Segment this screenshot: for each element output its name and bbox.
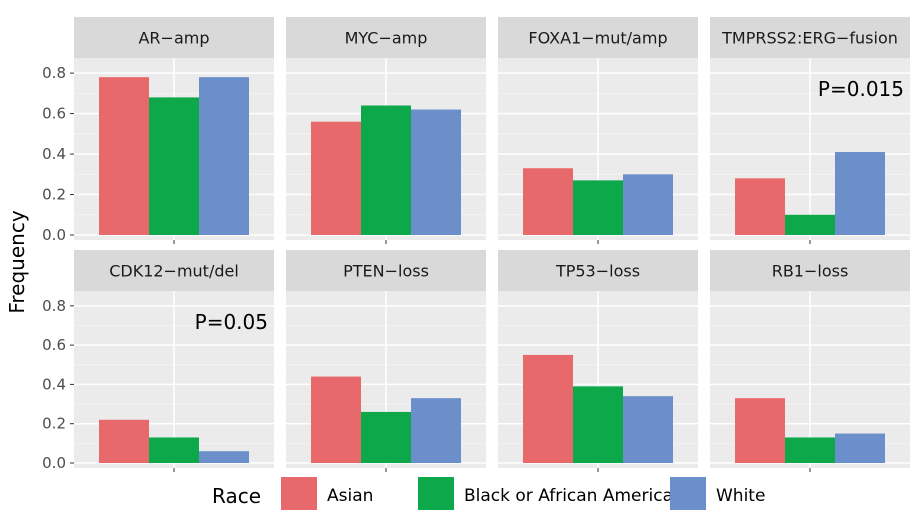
y-tick-label: 0.4 (42, 375, 66, 393)
panel-title: TMPRSS2:ERG−fusion (721, 29, 898, 48)
bar (523, 168, 573, 235)
bar (523, 354, 573, 463)
bar (411, 109, 461, 235)
bar (573, 180, 623, 235)
bar (623, 174, 673, 235)
bar (735, 398, 785, 463)
panel-strip (498, 250, 698, 291)
bar (835, 152, 885, 235)
panel: MYC−amp (286, 17, 486, 244)
legend: Race Asian Black or African American White (212, 477, 765, 510)
panel: PTEN−loss (286, 250, 486, 472)
bar (361, 411, 411, 463)
bar (199, 451, 249, 463)
panel: TMPRSS2:ERG−fusion P=0.015 (710, 17, 910, 244)
bar (411, 398, 461, 463)
legend-label: Asian (327, 486, 373, 506)
y-tick-label: 0.0 (42, 454, 66, 472)
legend-key (281, 477, 317, 510)
legend-title: Race (212, 484, 261, 508)
bar (99, 77, 149, 235)
panels: AR−amp 0.0 0.2 0.4 0.6 0.8 MYC−amp FOXA1−mut/am… (42, 17, 910, 472)
panel-title: MYC−amp (345, 29, 428, 48)
panel-title: AR−amp (138, 29, 209, 48)
y-tick-label: 0.2 (42, 186, 66, 204)
bar (573, 386, 623, 463)
bar (361, 105, 411, 236)
bar (199, 77, 249, 235)
bar (149, 437, 199, 463)
legend-label: White (716, 486, 765, 506)
y-tick-label: 0.0 (42, 226, 66, 244)
panel-title: TP53−loss (555, 262, 640, 281)
panel-strip (74, 250, 274, 291)
panel-title: RB1−loss (772, 262, 849, 281)
bar (735, 178, 785, 235)
panel-strip (286, 17, 486, 58)
bar (311, 376, 361, 463)
panel: FOXA1−mut/amp (498, 17, 698, 244)
bar (311, 121, 361, 235)
panel-strip (74, 17, 274, 58)
y-axis-title: Frequency (5, 210, 29, 313)
bar (149, 97, 199, 236)
panel-strip (286, 250, 486, 291)
y-tick-label: 0.8 (42, 64, 66, 82)
bar (99, 419, 149, 463)
y-tick-label: 0.2 (42, 415, 66, 433)
panel-title: CDK12−mut/del (109, 262, 239, 281)
panel: CDK12−mut/del 0.0 0.2 0.4 0.6 0.8 P=0.05 (42, 250, 274, 472)
panel: RB1−loss (710, 250, 910, 472)
panel-strip (498, 17, 698, 58)
y-tick-label: 0.6 (42, 105, 66, 123)
bar (785, 437, 835, 463)
panel-title: PTEN−loss (343, 262, 429, 281)
bar (835, 433, 885, 463)
p-value-annotation: P=0.05 (195, 310, 268, 334)
panel: AR−amp 0.0 0.2 0.4 0.6 0.8 (42, 17, 274, 244)
bar (785, 214, 835, 235)
panel-strip (710, 17, 910, 58)
panel-title: FOXA1−mut/amp (528, 29, 667, 48)
y-tick-label: 0.4 (42, 145, 66, 163)
bar (623, 396, 673, 463)
legend-key (418, 477, 454, 510)
panel-strip (710, 250, 910, 291)
panel: TP53−loss (498, 250, 698, 472)
y-tick-label: 0.8 (42, 297, 66, 315)
legend-key (670, 477, 706, 510)
legend-label: Black or African American (464, 486, 684, 506)
y-tick-label: 0.6 (42, 336, 66, 354)
p-value-annotation: P=0.015 (818, 77, 904, 101)
